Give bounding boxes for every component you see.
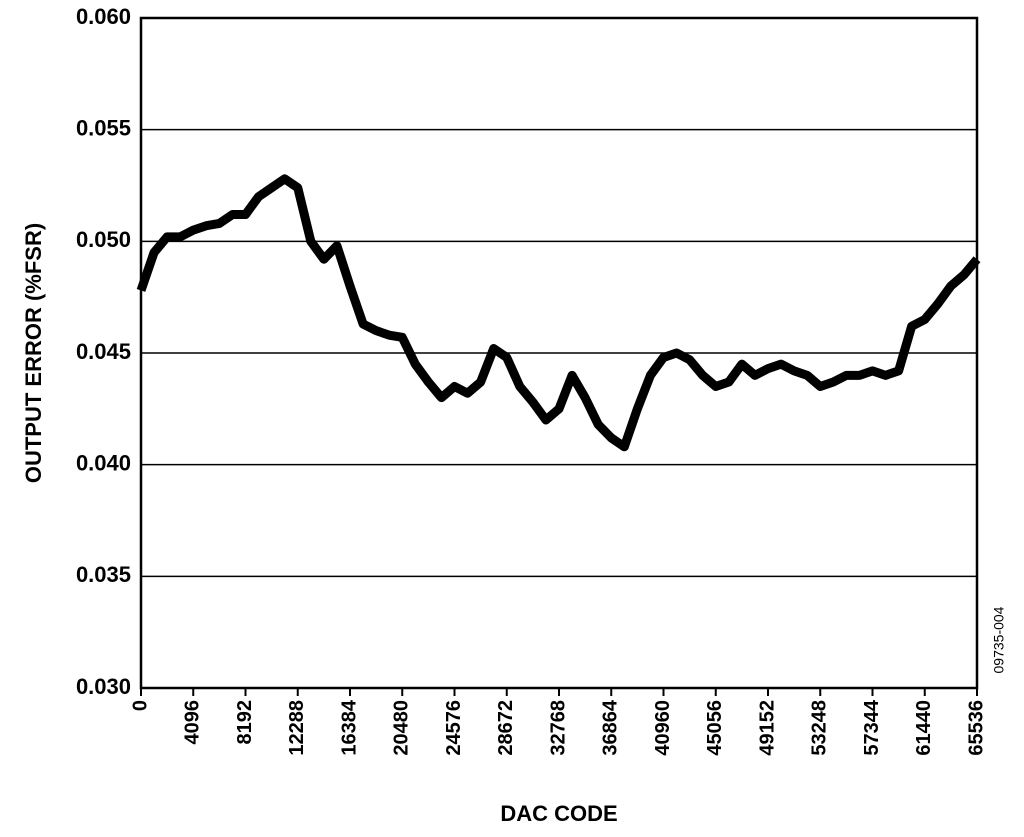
x-tick-label: 61440 (913, 700, 935, 756)
y-tick-label: 0.035 (76, 562, 131, 587)
x-tick-label: 24576 (443, 700, 465, 756)
y-axis-label: OUTPUT ERROR (%FSR) (21, 223, 46, 483)
y-tick-label: 0.055 (76, 115, 131, 140)
y-tick-label: 0.050 (76, 227, 131, 252)
data-line (136, 174, 981, 452)
x-tick-label: 40960 (652, 700, 674, 756)
x-tick-label: 20480 (391, 700, 413, 756)
x-tick-label: 45056 (704, 700, 726, 756)
x-tick-label: 8192 (234, 700, 256, 745)
y-tick-label: 0.040 (76, 450, 131, 475)
x-tick-label: 0 (129, 700, 151, 711)
figure-id: 09735-004 (991, 606, 1007, 673)
y-tick-label: 0.030 (76, 674, 131, 699)
y-tick-label: 0.045 (76, 339, 131, 364)
x-tick-label: 57344 (861, 699, 883, 755)
x-tick-label: 49152 (756, 700, 778, 756)
x-tick-label: 32768 (547, 700, 569, 756)
plot-frame (139, 16, 979, 690)
x-tick-label: 12288 (286, 700, 308, 756)
x-tick-label: 16384 (338, 699, 360, 755)
x-tick-label: 53248 (809, 700, 831, 756)
x-tick-label: 36864 (600, 699, 622, 755)
y-tick-label: 0.060 (76, 4, 131, 29)
x-tick-label: 4096 (182, 700, 204, 745)
x-tick-label: 65536 (965, 700, 987, 756)
x-axis-label: DAC CODE (500, 801, 617, 826)
x-tick-label: 28672 (495, 700, 517, 756)
